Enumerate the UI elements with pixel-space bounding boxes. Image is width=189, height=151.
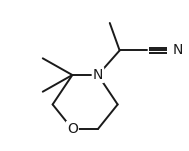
Text: N: N [93,68,103,82]
Text: O: O [67,122,78,136]
Text: N: N [173,43,183,58]
